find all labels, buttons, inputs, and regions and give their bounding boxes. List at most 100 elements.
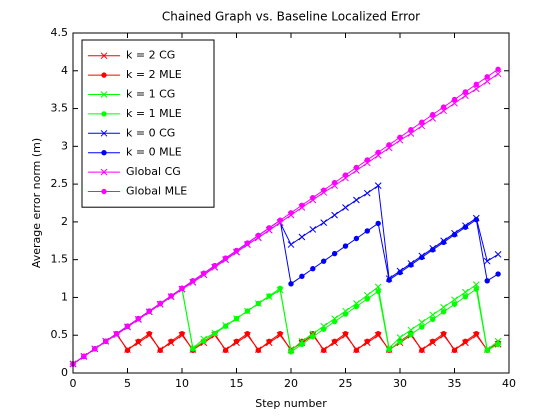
marker bbox=[135, 315, 142, 322]
y-tick-label: 4.5 bbox=[51, 26, 69, 39]
marker bbox=[473, 286, 479, 292]
x-tick-label: 20 bbox=[284, 377, 298, 390]
marker bbox=[440, 331, 447, 337]
marker bbox=[277, 217, 283, 224]
marker bbox=[408, 127, 414, 133]
marker bbox=[233, 338, 240, 344]
x-tick-label: 30 bbox=[393, 377, 407, 390]
series-line bbox=[72, 73, 499, 365]
y-tick-label: 1 bbox=[61, 290, 68, 303]
marker bbox=[374, 283, 382, 291]
marker bbox=[451, 96, 458, 103]
marker bbox=[494, 251, 502, 258]
marker bbox=[484, 74, 490, 80]
x-tick-label: 25 bbox=[339, 377, 353, 390]
marker bbox=[255, 232, 261, 239]
y-tick-label: 2 bbox=[61, 215, 68, 228]
marker bbox=[100, 168, 108, 176]
marker bbox=[440, 239, 447, 245]
marker bbox=[157, 300, 163, 307]
marker bbox=[483, 78, 491, 85]
marker bbox=[386, 277, 392, 283]
marker bbox=[124, 347, 131, 354]
marker bbox=[233, 315, 240, 322]
x-tick-label: 5 bbox=[124, 377, 131, 390]
marker bbox=[103, 338, 109, 344]
marker bbox=[101, 150, 107, 156]
marker bbox=[353, 347, 360, 354]
marker bbox=[310, 195, 316, 201]
series-line bbox=[72, 333, 499, 365]
legend-label: k = 1 CG bbox=[126, 88, 175, 101]
marker bbox=[331, 338, 338, 344]
marker bbox=[473, 331, 479, 337]
marker bbox=[407, 326, 415, 334]
y-axis-label: Average error norm (m) bbox=[30, 138, 43, 268]
marker bbox=[299, 341, 305, 347]
legend-label: k = 0 CG bbox=[126, 126, 175, 139]
marker bbox=[179, 285, 185, 292]
marker bbox=[212, 331, 218, 337]
y-tick-label: 3 bbox=[61, 139, 68, 152]
x-axis-label: Step number bbox=[255, 397, 327, 410]
marker bbox=[451, 301, 458, 307]
marker bbox=[353, 303, 360, 310]
marker bbox=[277, 285, 283, 292]
marker bbox=[310, 266, 316, 272]
marker bbox=[386, 142, 392, 148]
marker bbox=[135, 338, 142, 344]
marker bbox=[321, 347, 327, 354]
marker bbox=[222, 347, 229, 354]
marker bbox=[100, 129, 108, 137]
marker bbox=[375, 288, 381, 295]
marker bbox=[299, 202, 305, 208]
marker bbox=[495, 271, 501, 277]
marker bbox=[375, 149, 381, 156]
marker bbox=[298, 233, 306, 241]
marker bbox=[100, 52, 108, 60]
marker bbox=[418, 319, 426, 326]
marker bbox=[419, 119, 425, 125]
marker bbox=[277, 331, 283, 337]
chart-title: Chained Graph vs. Baseline Localized Err… bbox=[162, 10, 420, 24]
legend-box bbox=[81, 39, 215, 208]
marker bbox=[244, 240, 251, 246]
marker bbox=[113, 331, 120, 337]
legend: k = 2 CG k = 2 MLE k = 1 CG k = 1 MLE k = 0 … bbox=[81, 39, 215, 208]
marker bbox=[233, 247, 240, 254]
marker bbox=[201, 270, 207, 276]
marker bbox=[353, 196, 360, 204]
legend-label: k = 0 MLE bbox=[126, 146, 182, 159]
marker bbox=[288, 210, 294, 216]
marker bbox=[342, 243, 349, 249]
marker bbox=[309, 226, 317, 233]
marker bbox=[92, 346, 98, 352]
marker bbox=[222, 323, 229, 329]
marker bbox=[101, 188, 107, 195]
marker bbox=[266, 338, 272, 344]
x-tick-label: 0 bbox=[70, 377, 77, 390]
marker bbox=[397, 269, 403, 276]
y-tick-label: 4 bbox=[61, 64, 68, 77]
y-tick-label: 1.5 bbox=[51, 253, 69, 266]
marker bbox=[222, 255, 229, 261]
marker bbox=[375, 220, 381, 227]
marker bbox=[190, 346, 196, 352]
marker bbox=[255, 347, 261, 354]
marker bbox=[364, 157, 370, 163]
marker bbox=[462, 338, 469, 344]
marker bbox=[331, 211, 338, 219]
marker bbox=[342, 331, 349, 337]
x-tick-label: 35 bbox=[448, 377, 462, 390]
marker bbox=[484, 347, 490, 354]
marker bbox=[430, 316, 436, 323]
marker bbox=[255, 300, 261, 307]
marker bbox=[386, 346, 392, 353]
x-tick-label: 10 bbox=[175, 377, 189, 390]
marker bbox=[331, 318, 338, 325]
marker bbox=[320, 219, 328, 226]
marker bbox=[363, 189, 371, 197]
marker bbox=[190, 278, 196, 284]
marker bbox=[288, 281, 294, 287]
marker bbox=[440, 303, 447, 311]
